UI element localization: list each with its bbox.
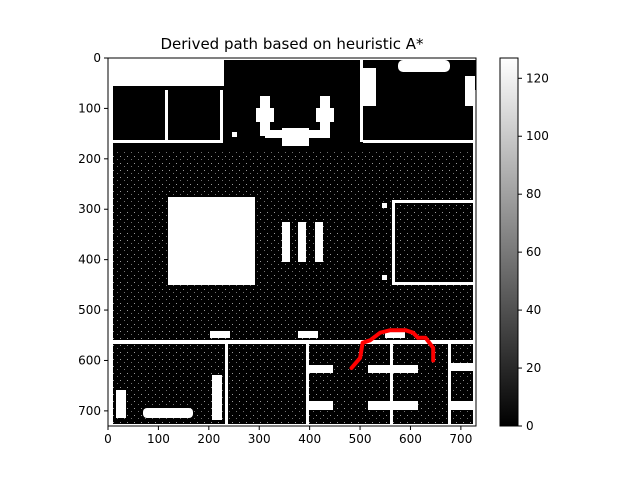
y-tick-label: 700 [78, 404, 101, 418]
plot-frame [107, 57, 477, 427]
colorbar-tick-label: 120 [526, 71, 549, 85]
y-tick-label: 300 [78, 202, 101, 216]
floorplan-obstacles [116, 60, 475, 420]
y-tick-label: 100 [78, 101, 101, 115]
x-tick-label: 200 [197, 432, 220, 446]
y-tick-label: 400 [78, 253, 101, 267]
colorbar-ticks: 0 20 40 60 80 100 120 [518, 71, 549, 433]
x-tick-label: 300 [248, 432, 271, 446]
colorbar-gradient [499, 57, 519, 427]
x-tick-label: 100 [147, 432, 170, 446]
y-tick-label: 200 [78, 152, 101, 166]
x-tick-label: 400 [298, 432, 321, 446]
y-tick-label: 500 [78, 303, 101, 317]
colorbar-tick-label: 100 [526, 129, 549, 143]
x-tick-label: 700 [449, 432, 472, 446]
y-tick-label: 600 [78, 353, 101, 367]
x-axis-ticks: 0 100 200 300 400 500 600 700 [104, 426, 472, 446]
x-tick-label: 500 [349, 432, 372, 446]
astar-path-line [349, 328, 436, 370]
chart-title: Derived path based on heuristic A* [160, 35, 424, 53]
colorbar-tick-label: 20 [526, 361, 541, 375]
colorbar-tick-label: 60 [526, 245, 541, 259]
colorbar-tick-label: 0 [526, 419, 534, 433]
colorbar-tick-label: 80 [526, 187, 541, 201]
y-tick-label: 0 [93, 51, 101, 65]
colorbar-tick-label: 40 [526, 303, 541, 317]
x-tick-label: 600 [399, 432, 422, 446]
floorplan-walls [113, 60, 476, 426]
floorplan-noise [113, 150, 473, 424]
x-tick-label: 0 [104, 432, 112, 446]
y-axis-ticks: 0 100 200 300 400 500 600 700 [78, 51, 108, 418]
colorbar: 0 20 40 60 80 100 120 [499, 57, 549, 433]
heatmap-image [108, 58, 476, 426]
